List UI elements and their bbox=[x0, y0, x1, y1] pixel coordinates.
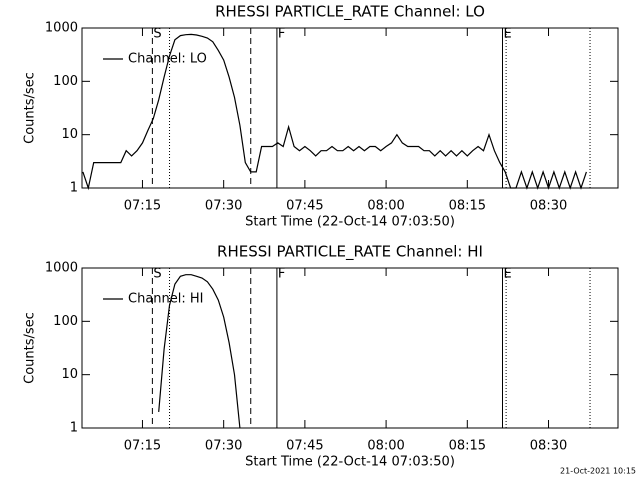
y-tick-label: 1000 bbox=[45, 261, 78, 276]
data-line bbox=[158, 274, 241, 429]
y-tick-label: 10 bbox=[61, 127, 78, 142]
x-tick-label: 07:45 bbox=[286, 199, 323, 214]
x-tick-label: 08:00 bbox=[367, 199, 404, 214]
x-tick-label: 08:30 bbox=[530, 199, 567, 214]
y-tick-label: 1 bbox=[70, 421, 78, 436]
y-axis-label: Counts/sec bbox=[23, 312, 38, 384]
x-tick-label: 08:15 bbox=[449, 439, 486, 454]
time-marker-label: E bbox=[503, 267, 511, 282]
time-marker-label: F bbox=[278, 27, 285, 42]
data-line bbox=[82, 33, 587, 191]
y-tick-label: 100 bbox=[53, 314, 78, 329]
x-tick-label: 07:45 bbox=[286, 439, 323, 454]
time-marker-label: S bbox=[153, 267, 161, 282]
x-axis-label: Start Time (22-Oct-14 07:03:50) bbox=[245, 455, 455, 470]
x-axis-label: Start Time (22-Oct-14 07:03:50) bbox=[245, 215, 455, 230]
legend-label: Channel: LO bbox=[128, 52, 207, 67]
x-tick-label: 08:30 bbox=[530, 439, 567, 454]
x-tick-label: 07:30 bbox=[205, 439, 242, 454]
chart-title: RHESSI PARTICLE_RATE Channel: LO bbox=[215, 3, 485, 22]
x-tick-label: 07:30 bbox=[205, 199, 242, 214]
x-tick-label: 07:15 bbox=[124, 199, 161, 214]
plot-frame bbox=[81, 267, 619, 429]
chart-title: RHESSI PARTICLE_RATE Channel: HI bbox=[217, 243, 483, 262]
y-axis-label: Counts/sec bbox=[23, 72, 38, 144]
time-marker-label: F bbox=[278, 267, 285, 282]
plot-frame bbox=[81, 27, 619, 189]
legend-label: Channel: HI bbox=[128, 292, 204, 307]
time-marker-label: E bbox=[503, 27, 511, 42]
y-tick-label: 10 bbox=[61, 367, 78, 382]
footer: 21-Oct-2021 10:15 bbox=[560, 467, 636, 476]
y-tick-label: 1000 bbox=[45, 21, 78, 36]
x-tick-label: 07:15 bbox=[124, 439, 161, 454]
x-tick-label: 08:15 bbox=[449, 199, 486, 214]
y-tick-label: 100 bbox=[53, 74, 78, 89]
y-tick-label: 1 bbox=[70, 181, 78, 196]
x-tick-label: 08:00 bbox=[367, 439, 404, 454]
time-marker-label: S bbox=[153, 27, 161, 42]
